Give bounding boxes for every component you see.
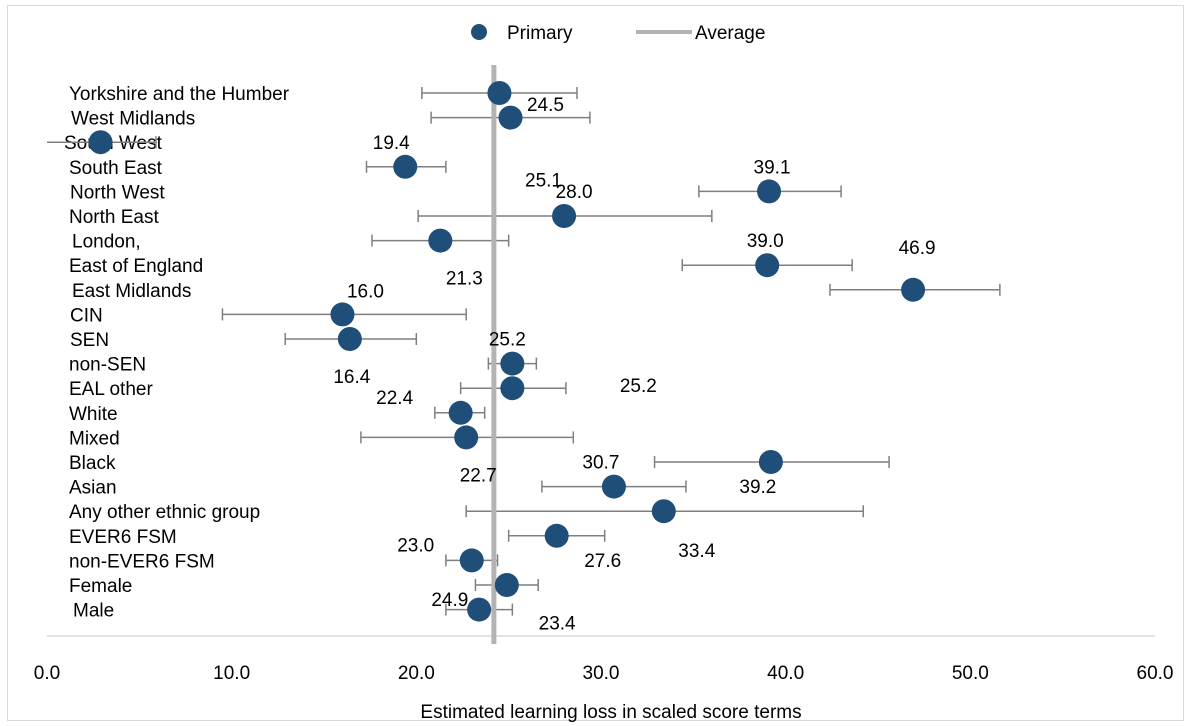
- data-point: [88, 130, 113, 155]
- category-label: East Midlands: [72, 281, 191, 302]
- data-point: [544, 523, 569, 548]
- data-point: [552, 204, 577, 228]
- category-label: North West: [70, 182, 165, 203]
- data-labels: 24.5 25.1 19.4 39.1 28.0 21.3 39.0 46.9 16.0 16.4…: [333, 95, 935, 635]
- error-bars: [47, 87, 1001, 616]
- data-point: [487, 81, 512, 105]
- legend: Primary Average: [471, 23, 765, 44]
- x-tick-labels: 0.0 10.0 20.0 30.0 40.0 50.0 60.0: [34, 663, 1174, 684]
- data-point: [330, 302, 355, 327]
- category-label: Mixed: [69, 428, 120, 449]
- category-label: non-SEN: [69, 355, 146, 376]
- x-tick-label: 10.0: [213, 663, 250, 684]
- category-label: Any other ethnic group: [69, 502, 260, 523]
- category-label: South West: [64, 133, 163, 154]
- data-label: 39.2: [739, 477, 776, 498]
- data-point: [601, 474, 626, 499]
- category-label: North East: [69, 207, 159, 228]
- data-point: [459, 548, 484, 573]
- x-tick-label: 60.0: [1137, 663, 1174, 684]
- category-label: West Midlands: [71, 109, 195, 130]
- category-label: White: [69, 404, 118, 425]
- data-point: [393, 154, 418, 179]
- data-label: 25.2: [620, 376, 657, 397]
- data-point: [757, 179, 782, 204]
- data-label: 24.5: [527, 95, 564, 116]
- data-points: [88, 81, 926, 622]
- data-label: 16.0: [347, 281, 384, 302]
- data-label: 39.1: [754, 157, 791, 178]
- category-label: South East: [69, 158, 163, 179]
- data-label: 23.0: [397, 535, 434, 556]
- category-label: Yorkshire and the Humber: [69, 84, 290, 105]
- data-label: 39.0: [747, 231, 784, 252]
- data-label: 25.1: [525, 171, 562, 192]
- data-point: [467, 597, 492, 622]
- chart-frame: [7, 5, 1184, 721]
- x-tick-label: 50.0: [952, 663, 989, 684]
- data-label: 22.4: [376, 388, 413, 409]
- category-label: EAL other: [69, 379, 153, 400]
- category-label: East of England: [69, 256, 203, 277]
- data-label: 30.7: [582, 453, 619, 474]
- data-label: 21.3: [446, 269, 483, 290]
- category-label: EVER6 FSM: [69, 527, 177, 548]
- data-point: [428, 228, 453, 253]
- legend-primary-label: Primary: [507, 23, 573, 44]
- x-tick-label: 20.0: [398, 663, 435, 684]
- category-label: Male: [73, 601, 114, 622]
- data-point: [755, 253, 780, 278]
- x-tick-label: 40.0: [767, 663, 804, 684]
- data-point: [454, 425, 479, 450]
- category-label: SEN: [70, 330, 109, 351]
- legend-primary-marker: [471, 24, 487, 40]
- category-label: CIN: [70, 305, 103, 326]
- data-point: [448, 400, 473, 425]
- category-label: Asian: [69, 478, 117, 499]
- data-label: 16.4: [333, 367, 370, 388]
- data-point: [901, 277, 926, 302]
- data-label: 28.0: [556, 182, 593, 203]
- data-point: [651, 499, 676, 524]
- category-label: London,: [72, 232, 141, 253]
- data-label: 33.4: [678, 541, 715, 562]
- category-label: non-EVER6 FSM: [69, 551, 215, 572]
- data-label: 25.2: [489, 330, 526, 351]
- category-label: Female: [69, 576, 132, 597]
- data-label: 23.4: [539, 614, 576, 635]
- data-label: 24.9: [431, 590, 468, 611]
- data-label: 27.6: [584, 551, 621, 572]
- legend-average-label: Average: [695, 23, 765, 44]
- x-tick-label: 30.0: [583, 663, 620, 684]
- data-point: [500, 351, 525, 376]
- data-point: [498, 105, 523, 130]
- x-tick-label: 0.0: [34, 663, 60, 684]
- data-label: 22.7: [460, 465, 497, 486]
- data-point: [758, 450, 783, 474]
- data-label: 46.9: [899, 238, 936, 259]
- category-labels: Yorkshire and the Humber West Midlands Sou…: [64, 84, 290, 622]
- data-point: [494, 573, 519, 597]
- data-point: [337, 327, 362, 351]
- category-label: Black: [69, 453, 116, 474]
- data-label: 19.4: [373, 133, 410, 154]
- x-axis-title: Estimated learning loss in scaled score …: [420, 702, 801, 723]
- data-point: [500, 376, 525, 401]
